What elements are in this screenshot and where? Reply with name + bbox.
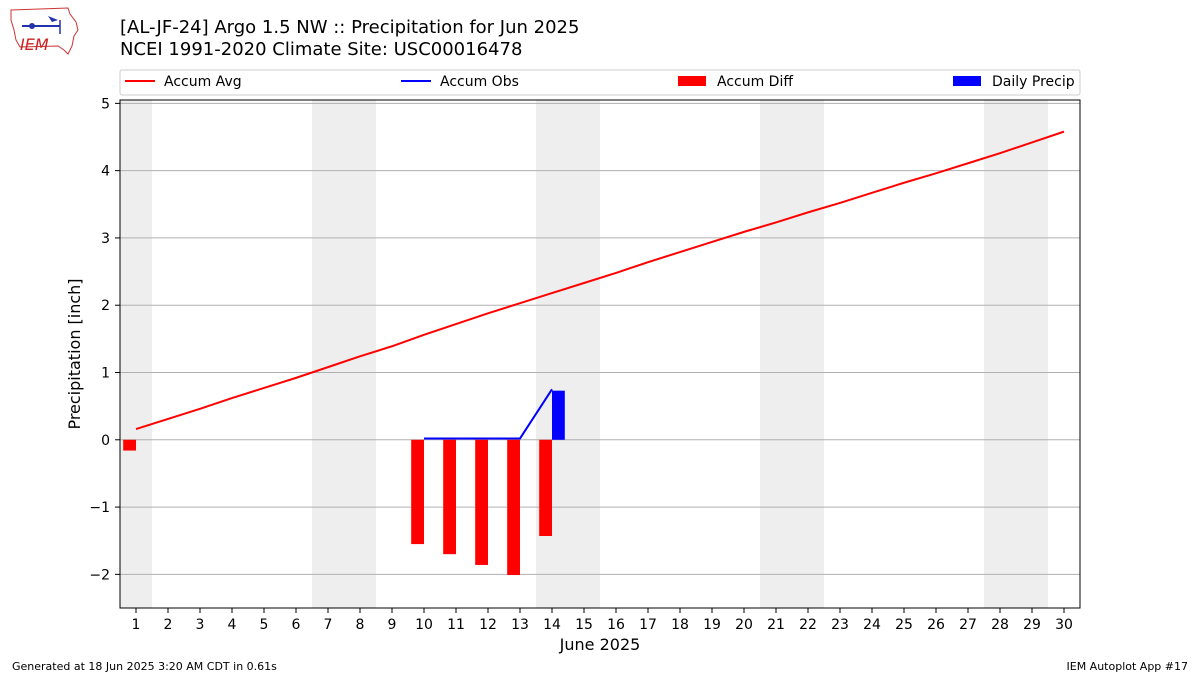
accum-diff-bar [443, 439, 456, 555]
x-axis-label: June 2025 [559, 635, 641, 654]
iowa-outline-shape [10, 7, 79, 55]
x-tick-label: 10 [415, 617, 433, 633]
x-tick-label: 5 [260, 617, 269, 633]
y-axis-label: Precipitation [inch] [65, 278, 84, 429]
x-axis-ticks: 1 2 3 4 5 6 7 8 9 10 11 12 13 14 15 16 17 18 19 20 21 22 23 24 2… [132, 608, 1073, 633]
grid-lines [120, 102, 1080, 575]
y-tick-label: 3 [101, 231, 110, 247]
line-marks [135, 130, 1065, 440]
app-label: IEM Autoplot App #17 [1066, 660, 1189, 673]
x-tick-label: 15 [575, 617, 593, 633]
x-tick-label: 30 [1055, 617, 1073, 633]
x-tick-label: 4 [228, 617, 237, 633]
x-tick-label: 1 [132, 617, 141, 633]
bar-marks [123, 390, 565, 576]
y-tick-label: 4 [101, 164, 110, 180]
x-tick-label: 21 [767, 617, 785, 633]
x-tick-label: 6 [292, 617, 301, 633]
weekend-band-3 [760, 100, 824, 608]
x-tick-label: 28 [991, 617, 1009, 633]
x-tick-label: 13 [511, 617, 529, 633]
y-tick-label: 5 [101, 96, 110, 112]
x-tick-label: 24 [863, 617, 881, 633]
accum-diff-bar [411, 439, 424, 545]
iem-logo: IEM [10, 7, 79, 55]
accum-diff-bar [475, 439, 488, 565]
weekend-band-4 [984, 100, 1048, 608]
x-tick-label: 26 [927, 617, 945, 633]
title-line-1: [AL-JF-24] Argo 1.5 NW :: Precipitation … [120, 17, 580, 38]
generated-timestamp: Generated at 18 Jun 2025 3:20 AM CDT in … [12, 660, 277, 673]
x-tick-label: 22 [799, 617, 817, 633]
x-tick-label: 25 [895, 617, 913, 633]
legend-box [119, 69, 1081, 96]
legend-label-daily-precip: Daily Precip [992, 74, 1075, 90]
x-tick-label: 23 [831, 617, 849, 633]
x-tick-label: 9 [388, 617, 397, 633]
x-tick-label: 27 [959, 617, 977, 633]
title-line-2: NCEI 1991-2020 Climate Site: USC00016478 [120, 39, 523, 60]
legend-label-accum-obs: Accum Obs [440, 74, 519, 90]
x-tick-label: 29 [1023, 617, 1041, 633]
logo-text: IEM [20, 35, 49, 54]
y-tick-label: −2 [89, 567, 110, 583]
accum-obs-line [424, 388, 553, 440]
x-tick-label: 11 [447, 617, 465, 633]
accum-diff-bar [123, 439, 136, 451]
accum-avg-line [135, 130, 1065, 430]
x-tick-label: 2 [164, 617, 173, 633]
x-tick-label: 18 [671, 617, 689, 633]
accum-diff-bar [539, 439, 552, 537]
legend: Accum Avg Accum Obs Accum Diff Daily Pre… [119, 69, 1081, 96]
legend-swatch-accum-diff [678, 76, 706, 86]
y-tick-label: 2 [101, 298, 110, 314]
plot-frame [119, 99, 1081, 609]
accum-diff-bar [507, 439, 520, 576]
y-tick-label: −1 [89, 500, 110, 516]
y-axis-ticks: −2 −1 0 1 2 3 4 5 [89, 96, 120, 583]
x-tick-label: 7 [324, 617, 333, 633]
weekend-band-0 [120, 100, 152, 608]
legend-label-accum-diff: Accum Diff [717, 74, 793, 90]
chart-title: [AL-JF-24] Argo 1.5 NW :: Precipitation … [120, 17, 579, 61]
x-tick-label: 12 [479, 617, 497, 633]
y-tick-label: 1 [101, 366, 110, 382]
x-tick-label: 16 [607, 617, 625, 633]
x-tick-label: 20 [735, 617, 753, 633]
y-tick-label: 0 [101, 433, 110, 449]
daily-precip-bar [552, 390, 565, 440]
x-tick-label: 19 [703, 617, 721, 633]
x-tick-label: 14 [543, 617, 561, 633]
weekend-bands [120, 100, 1048, 608]
legend-swatch-daily-precip [953, 76, 981, 86]
x-tick-label: 8 [356, 617, 365, 633]
legend-label-accum-avg: Accum Avg [164, 74, 242, 90]
x-tick-label: 3 [196, 617, 205, 633]
x-tick-label: 17 [639, 617, 657, 633]
